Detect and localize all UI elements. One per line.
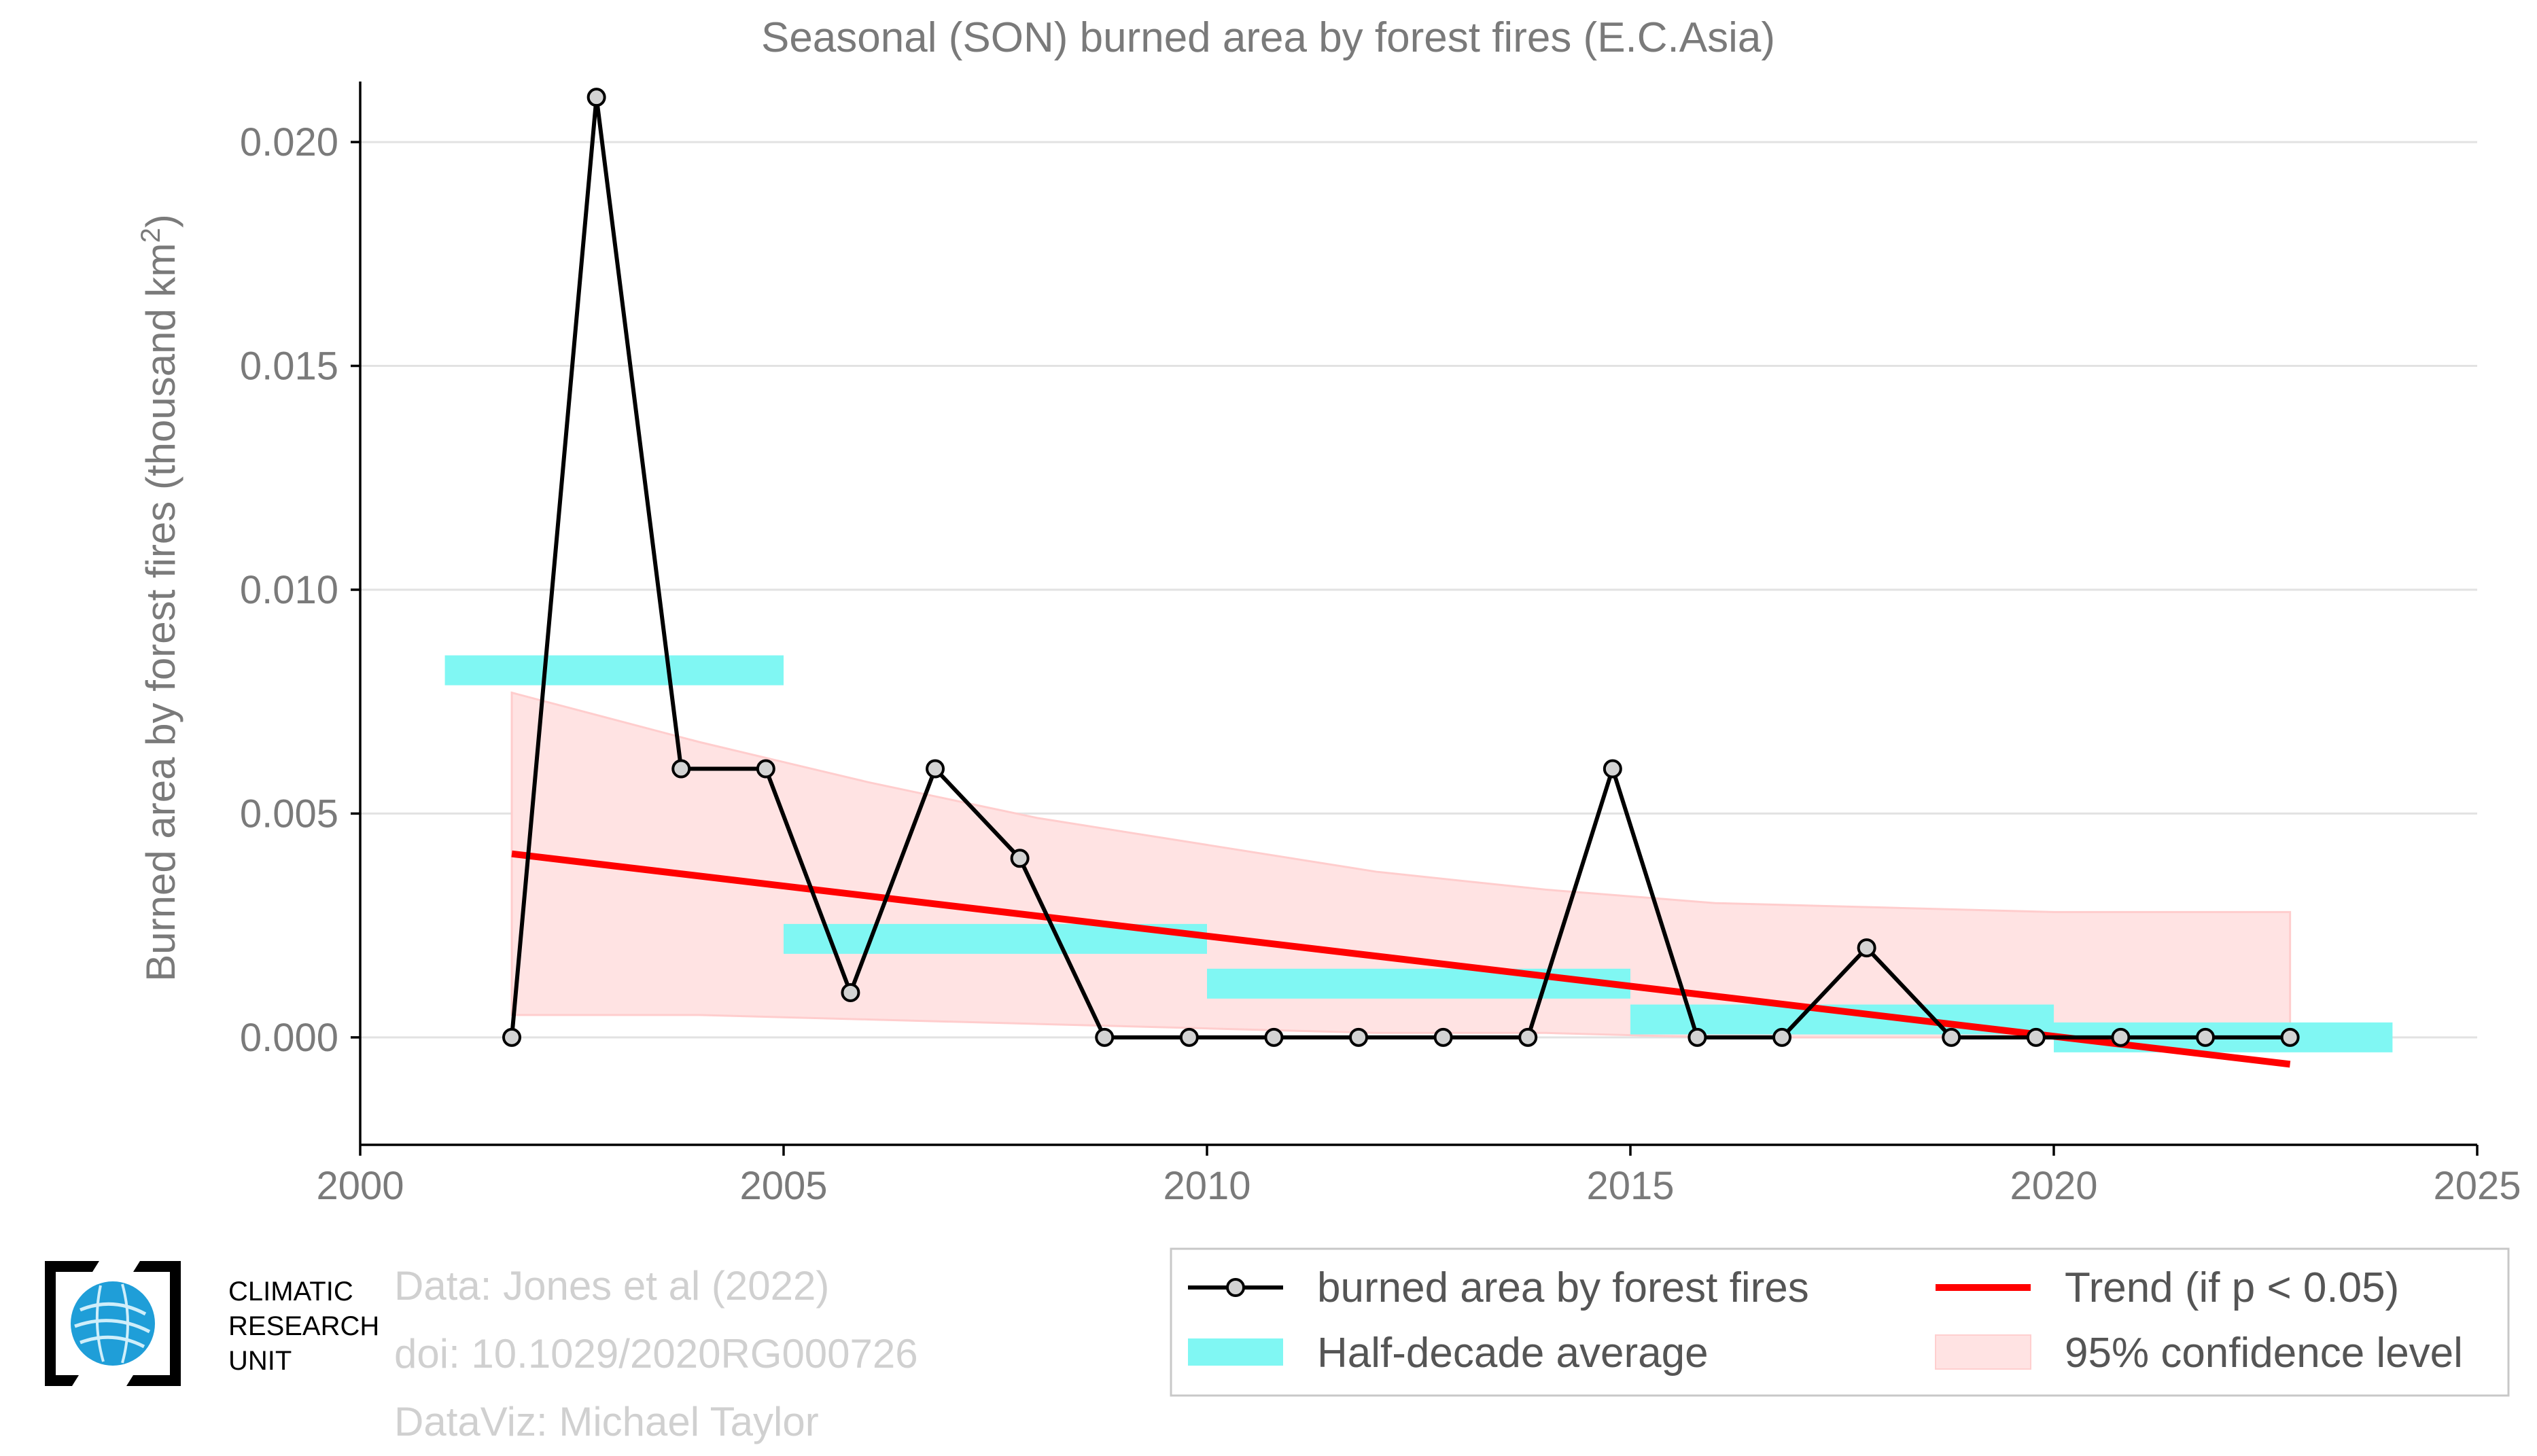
logo-text-line-3: UNIT: [228, 1346, 292, 1376]
legend-swatch-confidence: [1935, 1334, 2031, 1370]
series-point-11: [1433, 1027, 1453, 1047]
trend-line-segment: [511, 850, 2291, 1068]
x-tick-label-0: 2000: [316, 1164, 404, 1208]
y-axis-label: Burned area by forest fires (thousand km…: [136, 214, 183, 981]
series-point-21: [2280, 1027, 2300, 1047]
y-tick-labels: 0.000 0.005 0.010 0.015 0.020: [240, 120, 338, 1060]
half-decade-bar-2: [1207, 968, 1630, 999]
series-point-10: [1349, 1027, 1369, 1047]
series-point-16: [1857, 938, 1876, 958]
y-axis-label-end: ): [138, 214, 183, 228]
series-point-0: [502, 1027, 522, 1047]
series-point-18: [2026, 1027, 2046, 1047]
x-tick-labels: 2000 2005 2010 2015 2020 2025: [316, 1164, 2521, 1208]
legend-label-trend: Trend (if p < 0.05): [2065, 1264, 2399, 1311]
legend-swatch-average: [1188, 1338, 1283, 1366]
series-point-13: [1603, 759, 1622, 779]
y-axis-label-superscript: 2: [136, 228, 166, 243]
x-tick-label-2: 2010: [1163, 1164, 1250, 1208]
x-tick-label-5: 2025: [2433, 1164, 2521, 1208]
legend-label-series: burned area by forest fires: [1317, 1264, 1809, 1311]
trend-line: [511, 850, 2291, 1068]
y-tick-label-2: 0.010: [240, 568, 338, 612]
credit-doi: doi: 10.1029/2020RG000726: [394, 1331, 918, 1377]
series-point-17: [1942, 1027, 1961, 1047]
y-axis-label-main: Burned area by forest fires (thousand km: [138, 243, 183, 982]
logo-text-line-1: CLIMATIC: [228, 1277, 353, 1307]
logo-text: CLIMATIC RESEARCH UNIT: [228, 1275, 379, 1379]
legend: burned area by forest fires Half-decade …: [1170, 1247, 2510, 1397]
axes: [351, 82, 2479, 1156]
half-decade-bar-0: [444, 655, 784, 686]
x-tick-label-3: 2015: [1586, 1164, 1674, 1208]
series-point-6: [1010, 849, 1030, 868]
credit-data-source: Data: Jones et al (2022): [394, 1263, 830, 1309]
globe-icon: [45, 1261, 181, 1386]
logo: CLIMATIC RESEARCH UNIT: [38, 1256, 379, 1391]
data-credits: Data: Jones et al (2022) doi: 10.1029/20…: [394, 1252, 918, 1456]
series-point-4: [841, 982, 860, 1002]
series-point-12: [1518, 1027, 1538, 1047]
series-point-5: [926, 759, 945, 779]
series-point-15: [1772, 1027, 1792, 1047]
y-tick-label-0: 0.000: [240, 1016, 338, 1060]
y-tick-label-3: 0.015: [240, 344, 338, 389]
series-point-14: [1687, 1027, 1707, 1047]
legend-label-confidence: 95% confidence level: [2065, 1330, 2463, 1377]
series-point-1: [587, 88, 606, 107]
logo-text-line-2: RESEARCH: [228, 1311, 380, 1341]
series-point-7: [1095, 1027, 1115, 1047]
x-tick-label-4: 2020: [2010, 1164, 2097, 1208]
y-tick-label-4: 0.020: [240, 120, 338, 164]
credit-dataviz: DataViz: Michael Taylor: [394, 1399, 819, 1444]
series-point-19: [2111, 1027, 2131, 1047]
chart-title: Seasonal (SON) burned area by forest fir…: [761, 14, 1775, 61]
series-point-3: [756, 759, 775, 779]
series-point-8: [1179, 1027, 1199, 1047]
legend-label-average: Half-decade average: [1317, 1330, 1709, 1377]
legend-swatch-series-marker: [1226, 1278, 1245, 1297]
legend-box: [1170, 1247, 2510, 1397]
series-line: [510, 95, 2290, 1040]
series-point-20: [2196, 1027, 2216, 1047]
series-burned-area: [502, 88, 2300, 1047]
y-tick-label-1: 0.005: [240, 792, 338, 836]
series-point-2: [671, 759, 691, 779]
series-point-9: [1264, 1027, 1284, 1047]
x-tick-label-1: 2005: [739, 1164, 827, 1208]
